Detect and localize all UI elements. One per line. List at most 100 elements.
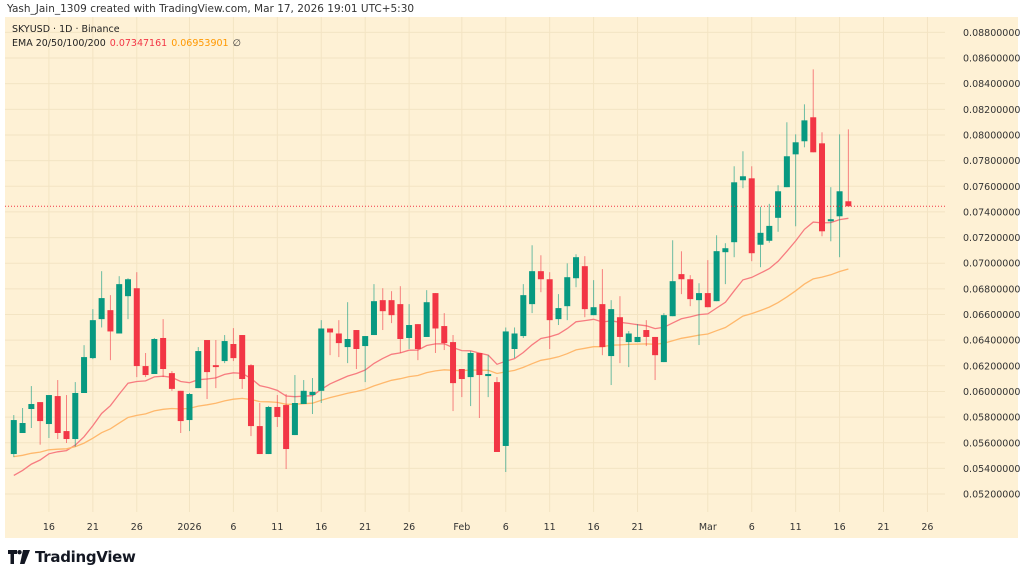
ema-legend[interactable]: EMA 20/50/100/200 0.07347161 0.06953901 ∅	[12, 37, 241, 51]
ema-na-value: ∅	[232, 38, 241, 49]
x-tick-label: 16	[834, 522, 846, 533]
candle-body	[37, 402, 44, 422]
tradingview-logo[interactable]: TradingView	[8, 548, 136, 566]
candle	[204, 340, 211, 400]
x-tick-label: 21	[631, 522, 643, 533]
candle-body	[335, 333, 342, 344]
chart-background	[5, 17, 1018, 538]
candle-body	[256, 426, 263, 455]
x-tick-label: 2026	[177, 522, 201, 533]
candle	[423, 290, 430, 337]
candle-body	[652, 336, 659, 356]
candle-body	[581, 266, 588, 310]
y-tick-label: 0.05600000	[963, 438, 1020, 449]
x-tick-label: 16	[588, 522, 600, 533]
y-tick-label: 0.08400000	[963, 79, 1020, 90]
candle-body	[370, 301, 377, 336]
candle-body	[827, 219, 834, 222]
candle-body	[537, 271, 544, 280]
candle-body	[713, 251, 720, 302]
candle-body	[265, 406, 272, 455]
candle-body	[291, 402, 298, 436]
candle-body	[230, 344, 237, 359]
candle-body	[406, 325, 413, 338]
y-tick-label: 0.05200000	[963, 490, 1020, 501]
x-tick-label: 26	[403, 522, 415, 533]
x-tick-label: Mar	[699, 522, 717, 533]
candle	[669, 240, 676, 317]
candle	[362, 336, 369, 383]
candle-body	[10, 420, 17, 455]
candle	[230, 328, 237, 362]
candle-body	[643, 330, 650, 337]
y-tick-label: 0.06800000	[963, 284, 1020, 295]
candle-body	[678, 274, 685, 280]
candle	[819, 132, 826, 237]
candle-body	[116, 284, 123, 334]
candle	[581, 256, 588, 318]
candle	[45, 395, 52, 439]
candle-body	[300, 390, 307, 405]
candle	[414, 324, 421, 361]
candle-body	[168, 373, 175, 389]
candle	[107, 295, 114, 361]
candle	[687, 275, 694, 307]
candle	[590, 280, 597, 316]
ema-50-line	[13, 268, 849, 458]
candle	[124, 278, 131, 320]
candle	[177, 390, 184, 434]
candle-body	[54, 396, 61, 434]
chart-credit: Yash_Jain_1309 created with TradingView.…	[7, 3, 415, 15]
ema-20-line	[13, 217, 849, 476]
y-tick-label: 0.08800000	[963, 28, 1020, 39]
candle-body	[775, 191, 782, 218]
candle	[397, 286, 404, 353]
candle	[63, 395, 70, 444]
candle	[160, 319, 167, 378]
candle-body	[573, 257, 580, 279]
candle-body	[634, 336, 641, 343]
candle	[221, 335, 228, 364]
x-tick-label: 16	[315, 522, 327, 533]
candle-body	[239, 335, 246, 380]
candle-body	[783, 156, 790, 188]
y-tick-label: 0.07600000	[963, 182, 1020, 193]
candle-body	[520, 295, 527, 337]
candle-body	[362, 336, 369, 347]
candle	[274, 395, 281, 427]
symbol-line[interactable]: SKYUSD · 1D · Binance	[12, 24, 120, 35]
candle	[704, 260, 711, 308]
candle-body	[186, 394, 193, 421]
candle-body	[309, 391, 316, 396]
candle-body	[204, 340, 211, 373]
candle-body	[511, 333, 518, 350]
candle	[608, 300, 615, 386]
candle	[195, 347, 202, 389]
candle-body	[45, 395, 52, 425]
candle-body	[414, 324, 421, 350]
candle-body	[722, 248, 729, 253]
candle	[89, 309, 96, 360]
candle-body	[467, 352, 474, 378]
candle	[757, 206, 764, 268]
candle	[660, 313, 667, 363]
candle-body	[379, 300, 386, 312]
candle-body	[485, 374, 492, 377]
candle-body	[318, 328, 325, 391]
x-tick-label: 11	[271, 522, 283, 533]
candle-body	[107, 310, 114, 332]
candle	[476, 352, 483, 419]
candle	[81, 345, 88, 393]
candle-body	[564, 277, 571, 307]
x-tick-label: 6	[749, 522, 755, 533]
y-tick-label: 0.06000000	[963, 387, 1020, 398]
candle	[300, 380, 307, 405]
candle	[511, 327, 518, 359]
x-tick-label: 21	[359, 522, 371, 533]
candle	[133, 272, 140, 378]
candle	[775, 185, 782, 232]
candle	[766, 203, 773, 243]
candle-body	[124, 279, 131, 297]
candle-body	[327, 328, 334, 333]
